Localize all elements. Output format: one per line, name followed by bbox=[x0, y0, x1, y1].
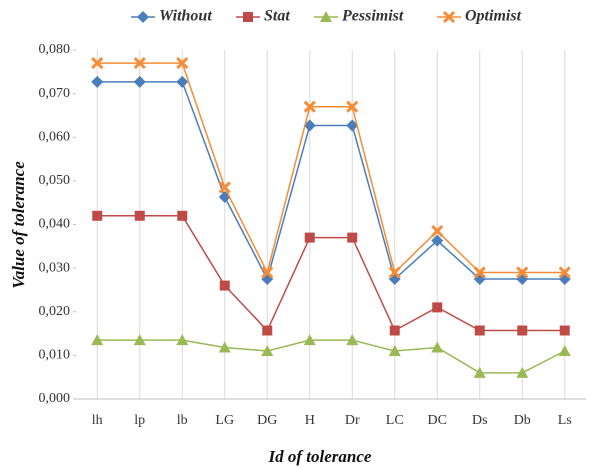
marker bbox=[176, 334, 189, 346]
marker bbox=[558, 266, 571, 279]
legend-label: Pessimist bbox=[341, 8, 404, 25]
marker bbox=[92, 210, 103, 221]
y-axis-title: Value of tolerance bbox=[9, 161, 28, 289]
series-line bbox=[97, 339, 566, 374]
marker bbox=[243, 12, 253, 22]
marker bbox=[516, 266, 529, 279]
x-tick-label: DG bbox=[257, 413, 277, 428]
marker bbox=[473, 266, 486, 279]
marker bbox=[261, 345, 274, 357]
y-tick-label: 0,000 bbox=[39, 391, 71, 406]
x-tick-label: Dr bbox=[345, 413, 360, 428]
marker bbox=[389, 325, 400, 336]
marker bbox=[219, 280, 230, 291]
x-tick-label: lp bbox=[134, 413, 145, 428]
marker bbox=[442, 10, 456, 24]
marker bbox=[134, 210, 145, 221]
marker bbox=[303, 334, 316, 346]
marker bbox=[218, 341, 231, 353]
marker bbox=[516, 366, 529, 378]
legend-label: Stat bbox=[264, 8, 290, 25]
y-tick-label: 0,080 bbox=[39, 42, 71, 57]
y-tick-label: 0,020 bbox=[39, 304, 71, 319]
legend-label: Without bbox=[159, 8, 212, 25]
marker bbox=[91, 334, 104, 346]
marker bbox=[91, 57, 104, 70]
marker bbox=[346, 119, 359, 132]
marker bbox=[133, 75, 146, 88]
marker bbox=[137, 11, 149, 23]
marker bbox=[304, 232, 315, 243]
marker bbox=[388, 266, 401, 279]
marker bbox=[346, 334, 359, 346]
marker bbox=[133, 57, 146, 70]
marker bbox=[176, 57, 189, 70]
x-axis-title: Id of tolerance bbox=[268, 447, 372, 466]
marker bbox=[558, 345, 571, 357]
marker bbox=[346, 100, 359, 113]
marker bbox=[431, 341, 444, 353]
x-tick-label: LG bbox=[215, 413, 234, 428]
marker bbox=[431, 224, 444, 238]
series-line bbox=[97, 62, 565, 275]
marker bbox=[261, 266, 274, 279]
y-tick-label: 0,010 bbox=[39, 348, 71, 363]
marker bbox=[91, 75, 104, 88]
marker bbox=[474, 325, 485, 336]
y-tick-label: 0,060 bbox=[39, 129, 71, 144]
marker bbox=[431, 234, 444, 247]
y-tick-label: 0,030 bbox=[39, 260, 71, 275]
x-tick-label: DC bbox=[428, 413, 447, 428]
x-tick-label: lb bbox=[177, 413, 188, 428]
marker bbox=[133, 334, 146, 346]
marker bbox=[473, 366, 486, 378]
marker bbox=[303, 119, 316, 132]
x-tick-label: Ls bbox=[558, 413, 572, 428]
marker bbox=[388, 345, 401, 357]
x-tick-label: lh bbox=[92, 413, 103, 428]
series-line bbox=[97, 81, 565, 282]
marker bbox=[432, 302, 443, 313]
y-tick-label: 0,070 bbox=[39, 86, 71, 101]
y-tick-label: 0,050 bbox=[39, 173, 71, 188]
marker bbox=[320, 11, 332, 22]
marker bbox=[177, 210, 188, 221]
x-tick-label: Db bbox=[514, 413, 531, 428]
x-tick-label: H bbox=[305, 413, 315, 428]
series-line bbox=[97, 215, 565, 332]
marker bbox=[559, 325, 570, 336]
marker bbox=[218, 181, 231, 194]
marker bbox=[347, 232, 358, 243]
y-tick-label: 0,040 bbox=[39, 217, 71, 232]
legend-label: Optimist bbox=[465, 8, 522, 25]
marker bbox=[262, 325, 273, 336]
x-tick-label: Ds bbox=[472, 413, 488, 428]
marker bbox=[176, 75, 189, 88]
marker bbox=[303, 100, 316, 113]
marker bbox=[517, 325, 528, 336]
x-tick-label: LC bbox=[386, 413, 404, 428]
